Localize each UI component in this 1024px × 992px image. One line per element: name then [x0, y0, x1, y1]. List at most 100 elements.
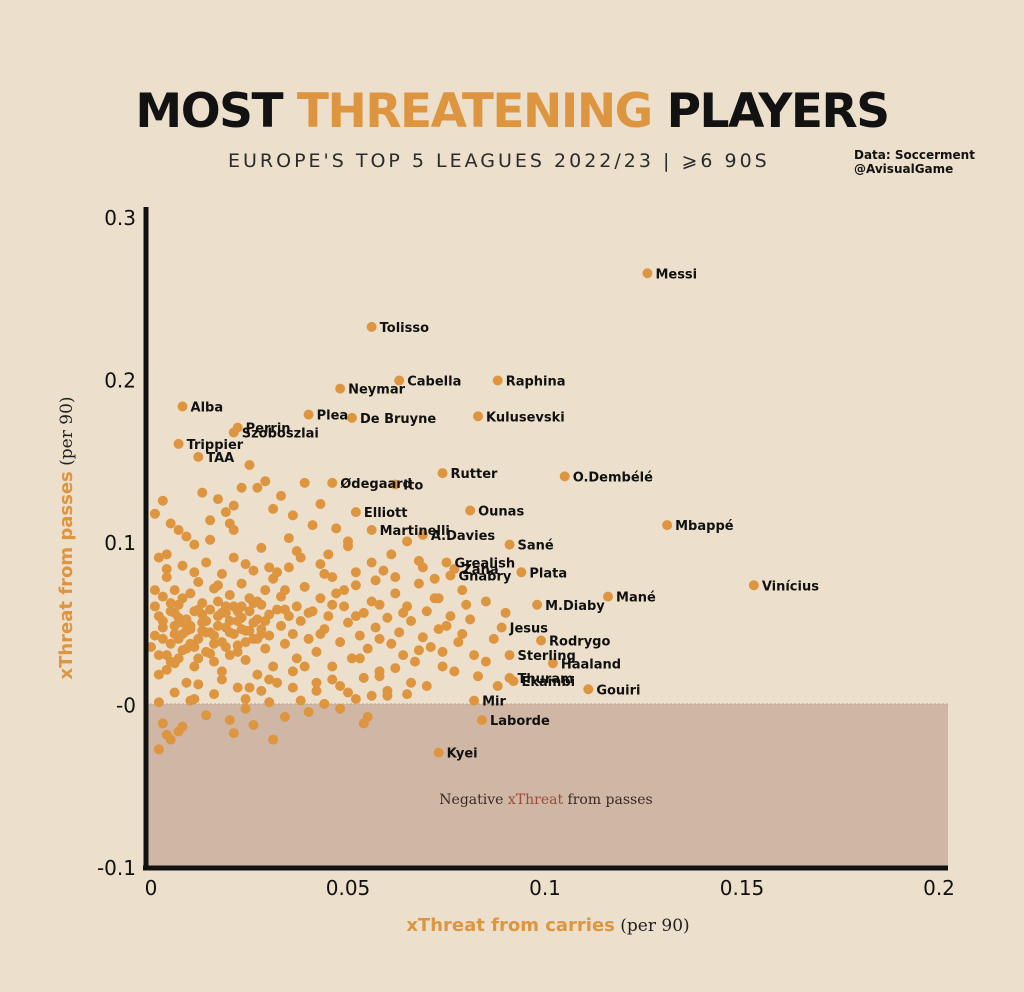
- scatter-point: [378, 565, 389, 576]
- scatter-point: [228, 728, 239, 739]
- credits: Data: Soccerment @AvisualGame: [854, 148, 975, 176]
- scatter-point: [299, 661, 310, 672]
- scatter-point: [350, 580, 361, 591]
- scatter-point: [224, 715, 235, 726]
- scatter-point: [224, 627, 235, 638]
- scatter-point: [272, 677, 283, 688]
- scatter-point-labeled: [177, 401, 188, 412]
- point-label: Rodrygo: [549, 635, 610, 650]
- scatter-point: [177, 593, 188, 604]
- scatter-point: [492, 681, 503, 691]
- scatter-point: [339, 585, 350, 596]
- scatter-point: [488, 633, 499, 644]
- scatter-point: [240, 559, 251, 570]
- scatter-point: [205, 648, 216, 659]
- scatter-point: [181, 531, 192, 542]
- scatter-point: [390, 588, 401, 599]
- scatter-point: [319, 568, 330, 579]
- scatter-point: [390, 572, 401, 583]
- scatter-point: [311, 677, 322, 688]
- scatter-point-labeled: [228, 427, 239, 438]
- scatter-point: [425, 642, 436, 652]
- scatter-point: [362, 711, 373, 722]
- scatter-point: [189, 539, 200, 550]
- scatter-point-labeled: [559, 471, 570, 482]
- scatter-point: [165, 638, 176, 649]
- scatter-point: [287, 510, 298, 521]
- scatter-point: [244, 682, 255, 693]
- scatter-point: [236, 578, 247, 589]
- scatter-point: [406, 616, 417, 626]
- scatter-point: [209, 656, 220, 667]
- point-label: Plea: [317, 409, 349, 424]
- scatter-point: [327, 674, 338, 685]
- scatter-point: [283, 533, 294, 544]
- y-tick-label: -0.1: [97, 856, 136, 880]
- scatter-point: [157, 633, 168, 644]
- scatter-point: [406, 677, 417, 688]
- scatter-point: [185, 588, 196, 599]
- scatter-point-labeled: [536, 635, 547, 646]
- scatter-point-labeled: [642, 268, 653, 279]
- scatter-point: [272, 604, 283, 615]
- point-label: Ekambi: [521, 675, 575, 690]
- scatter-point: [220, 507, 231, 518]
- scatter-point-labeled: [346, 412, 357, 423]
- scatter-point: [260, 616, 271, 626]
- scatter-point: [335, 681, 346, 691]
- scatter-point: [279, 604, 290, 615]
- scatter-point: [303, 633, 314, 644]
- scatter-point: [453, 637, 464, 648]
- y-axis-label-accent: xThreat from passes: [56, 471, 77, 679]
- scatter-point: [228, 552, 239, 563]
- scatter-point: [189, 567, 200, 578]
- scatter-point-labeled: [662, 520, 673, 531]
- scatter-point: [279, 585, 290, 596]
- scatter-point: [264, 630, 275, 641]
- scatter-point: [295, 695, 306, 706]
- scatter-point: [264, 697, 275, 708]
- scatter-point: [240, 694, 251, 704]
- scatter-point: [201, 710, 212, 721]
- scatter-point: [252, 669, 263, 680]
- scatter-point: [327, 599, 338, 610]
- point-label: Kyei: [447, 747, 478, 762]
- scatter-point: [319, 698, 330, 709]
- scatter-point-labeled: [433, 747, 444, 758]
- scatter-point: [291, 601, 302, 612]
- scatter-point: [441, 620, 452, 631]
- y-tick-label: 0.3: [104, 206, 136, 230]
- scatter-point: [370, 622, 381, 633]
- scatter-point: [216, 607, 227, 618]
- y-axis-ticks: 0.3 0.2 0.1 -0 -0.1: [97, 206, 136, 880]
- scatter-point: [177, 645, 188, 656]
- x-tick-label: 0.2: [923, 876, 955, 900]
- scatter-point: [224, 518, 235, 529]
- point-label: Sané: [518, 539, 554, 554]
- scatter-point: [153, 552, 164, 563]
- scatter-point: [165, 518, 176, 529]
- scatter-point: [303, 607, 314, 618]
- scatter-point: [311, 646, 322, 657]
- negative-region-band: [146, 704, 948, 868]
- point-label: Thuram: [518, 672, 574, 687]
- scatter-point: [421, 681, 432, 691]
- scatter-point: [358, 672, 369, 683]
- point-label: O.Dembélé: [573, 470, 653, 485]
- scatter-point: [165, 734, 176, 745]
- scatter-point: [169, 629, 180, 639]
- scatter-point: [413, 578, 424, 589]
- scatter-point: [161, 650, 172, 661]
- x-tick-label: 0: [145, 876, 158, 900]
- scatter-point: [354, 630, 365, 641]
- scatter-point: [279, 711, 290, 722]
- scatter-point: [197, 625, 208, 636]
- scatter-point: [236, 612, 247, 623]
- scatter-point: [205, 515, 216, 526]
- scatter-point: [201, 557, 212, 568]
- scatter-point: [157, 616, 168, 626]
- scatter-point: [268, 734, 279, 745]
- scatter-point-labeled: [583, 684, 594, 695]
- scatter-point: [201, 616, 212, 626]
- point-label: Gnabry: [458, 570, 511, 585]
